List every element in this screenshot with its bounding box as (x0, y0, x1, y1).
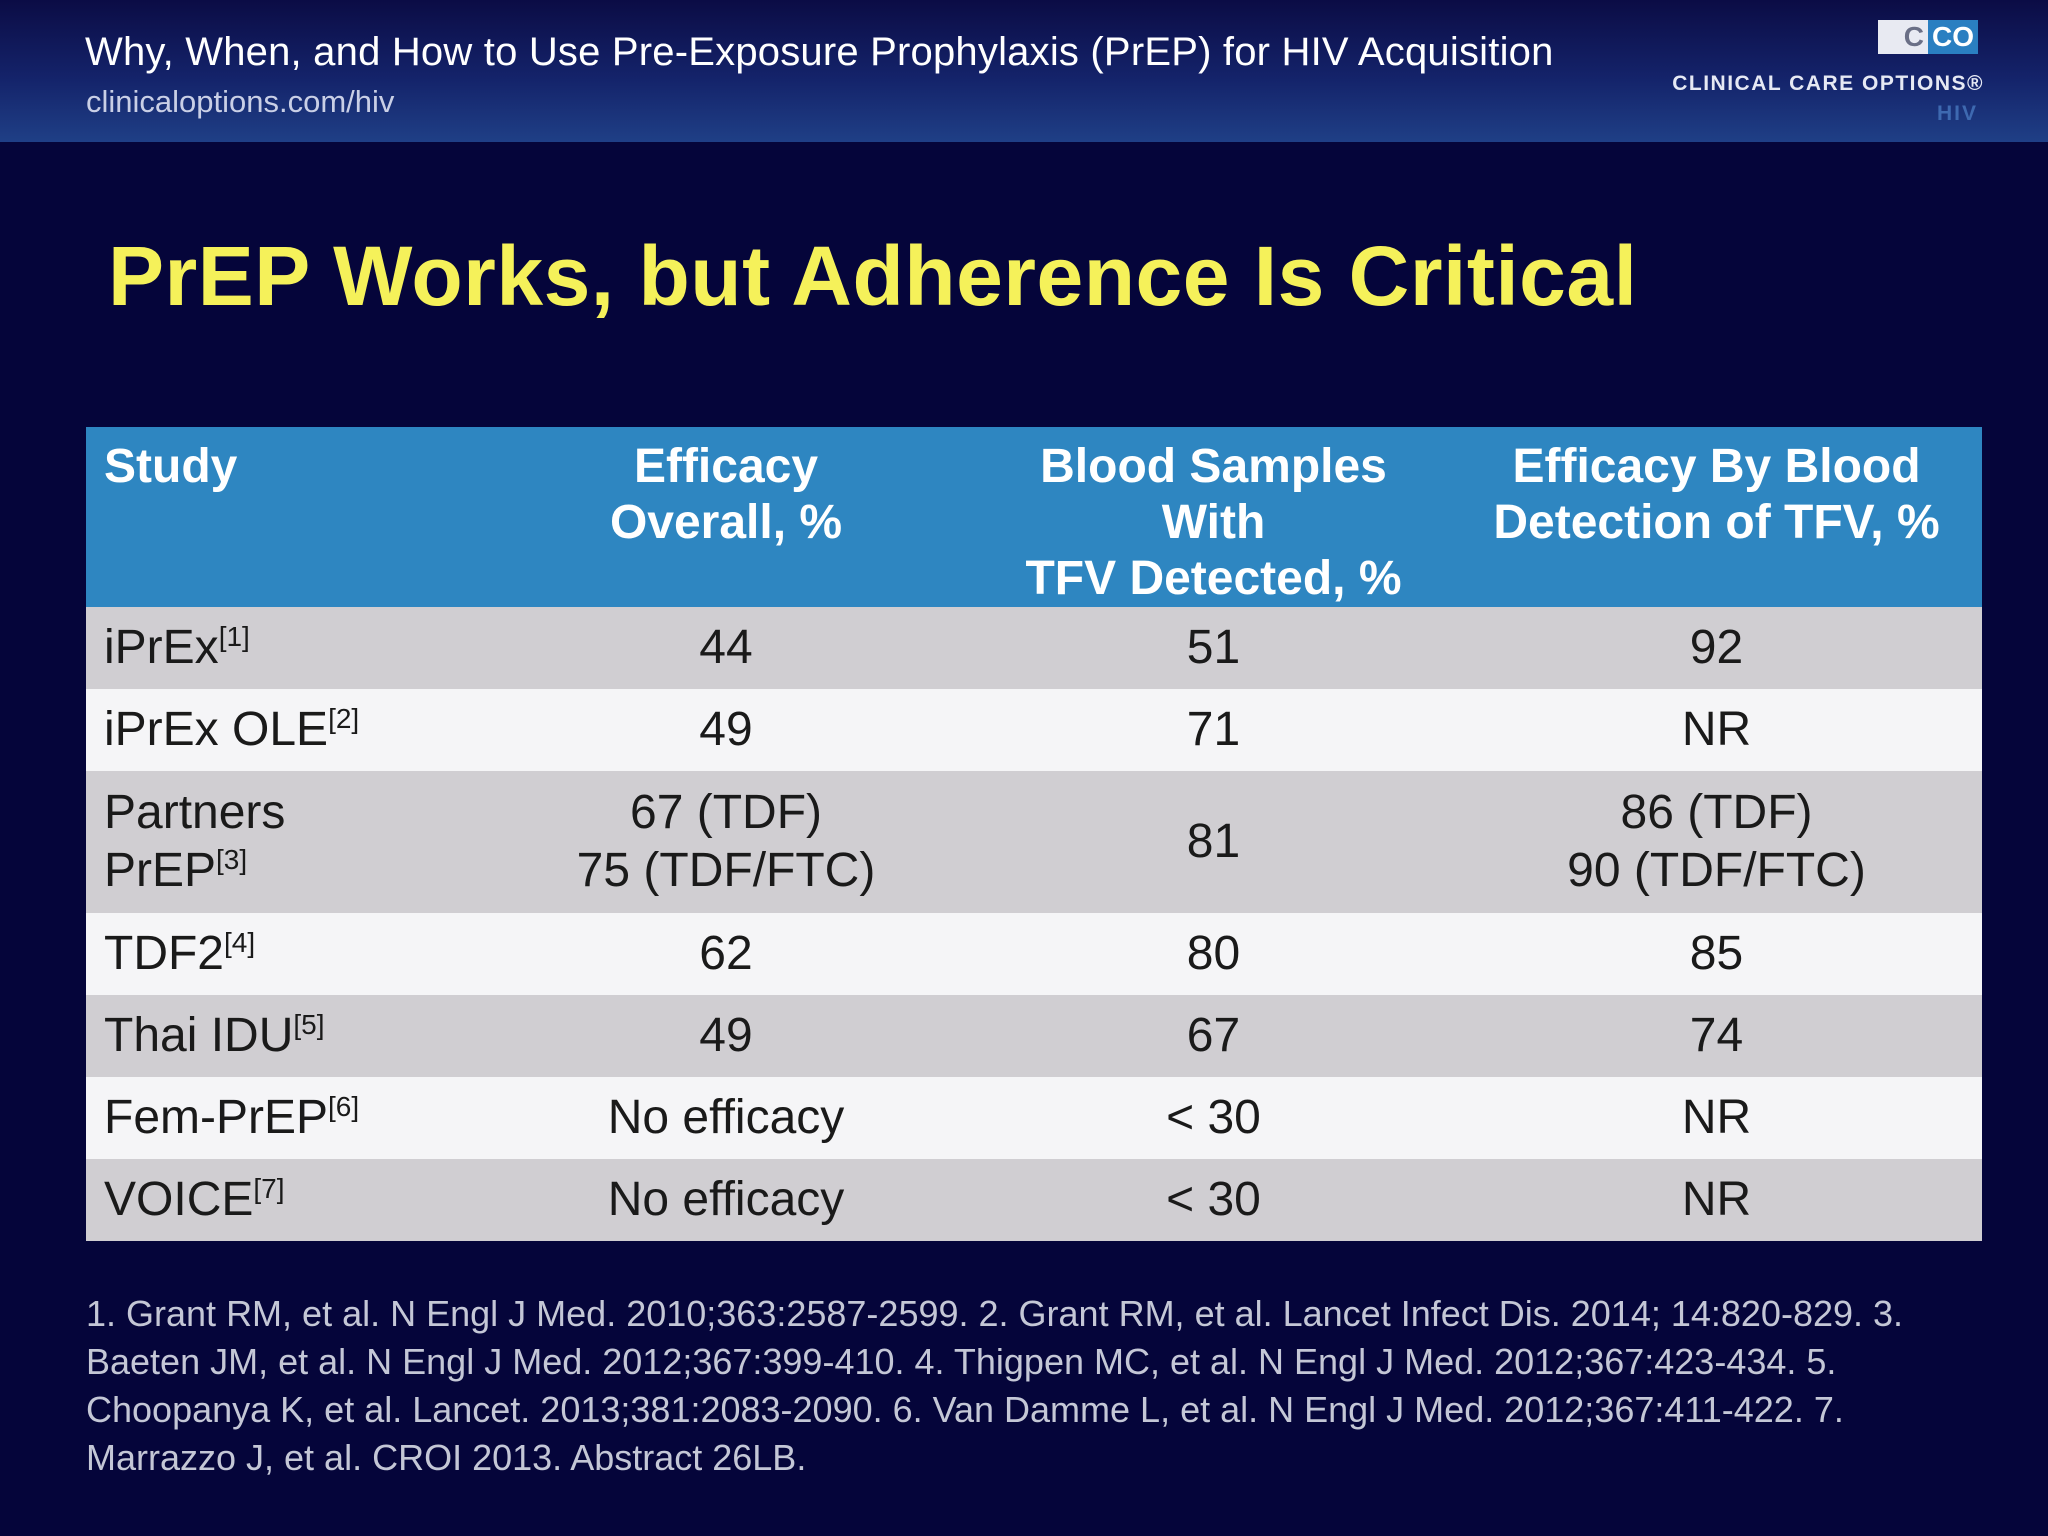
presentation-title: Why, When, and How to Use Pre-Exposure P… (85, 30, 1554, 74)
table-row: TDF2[4] 62 80 85 (86, 913, 1982, 995)
blood-cell: 71 (976, 689, 1451, 771)
efficacy-cell: No efficacy (476, 1159, 976, 1241)
logo-mark-left: C (1903, 21, 1924, 52)
table-row: Partners PrEP[3] 67 (TDF) 75 (TDF/FTC) 81 … (86, 771, 1982, 913)
study-cell: iPrEx[1] (86, 607, 476, 689)
table-row: iPrEx[1] 44 51 92 (86, 607, 1982, 689)
blood-cell: 67 (976, 995, 1451, 1077)
slide-title: PrEP Works, but Adherence Is Critical (108, 229, 1638, 323)
study-cell: Thai IDU[5] (86, 995, 476, 1077)
study-cell: TDF2[4] (86, 913, 476, 995)
efficacy-cell: 62 (476, 913, 976, 995)
efficacy-cell: 67 (TDF) 75 (TDF/FTC) (476, 771, 976, 913)
header-blood-samples: Blood Samples With TFV Detected, % (976, 427, 1451, 607)
efficacy-cell: 49 (476, 689, 976, 771)
table-row: Fem-PrEP[6] No efficacy < 30 NR (86, 1077, 1982, 1159)
table-row: iPrEx OLE[2] 49 71 NR (86, 689, 1982, 771)
blood-cell: < 30 (976, 1159, 1451, 1241)
by-blood-cell: 86 (TDF) 90 (TDF/FTC) (1451, 771, 1982, 913)
by-blood-cell: NR (1451, 689, 1982, 771)
by-blood-cell: 74 (1451, 995, 1982, 1077)
header-efficacy-overall: Efficacy Overall, % (476, 427, 976, 607)
blood-cell: < 30 (976, 1077, 1451, 1159)
header-efficacy-by-blood: Efficacy By Blood Detection of TFV, % (1451, 427, 1982, 607)
efficacy-cell: 44 (476, 607, 976, 689)
by-blood-cell: NR (1451, 1077, 1982, 1159)
study-cell: VOICE[7] (86, 1159, 476, 1241)
prep-study-table: Study Efficacy Overall, % Blood Samples W… (86, 427, 1982, 1241)
blood-cell: 81 (976, 771, 1451, 913)
references-footnote: 1. Grant RM, et al. N Engl J Med. 2010;3… (86, 1293, 1904, 1478)
by-blood-cell: 85 (1451, 913, 1982, 995)
blood-cell: 80 (976, 913, 1451, 995)
study-cell: Partners PrEP[3] (86, 771, 476, 913)
table-row: Thai IDU[5] 49 67 74 (86, 995, 1982, 1077)
study-cell: Fem-PrEP[6] (86, 1077, 476, 1159)
cco-logo-icon: C CO (1878, 20, 1978, 54)
by-blood-cell: NR (1451, 1159, 1982, 1241)
header-url: clinicaloptions.com/hiv (86, 84, 395, 119)
logo-name: CLINICAL CARE OPTIONS® (1672, 72, 1984, 95)
table-header-row: Study Efficacy Overall, % Blood Samples W… (86, 427, 1982, 607)
study-cell: iPrEx OLE[2] (86, 689, 476, 771)
header-banner: Why, When, and How to Use Pre-Exposure P… (0, 0, 2048, 142)
logo-mark-right: CO (1928, 20, 1978, 54)
table-row: VOICE[7] No efficacy < 30 NR (86, 1159, 1982, 1241)
efficacy-cell: 49 (476, 995, 976, 1077)
efficacy-cell: No efficacy (476, 1077, 976, 1159)
logo-sub: HIV (1936, 102, 1978, 125)
header-study: Study (86, 427, 476, 607)
by-blood-cell: 92 (1451, 607, 1982, 689)
blood-cell: 51 (976, 607, 1451, 689)
